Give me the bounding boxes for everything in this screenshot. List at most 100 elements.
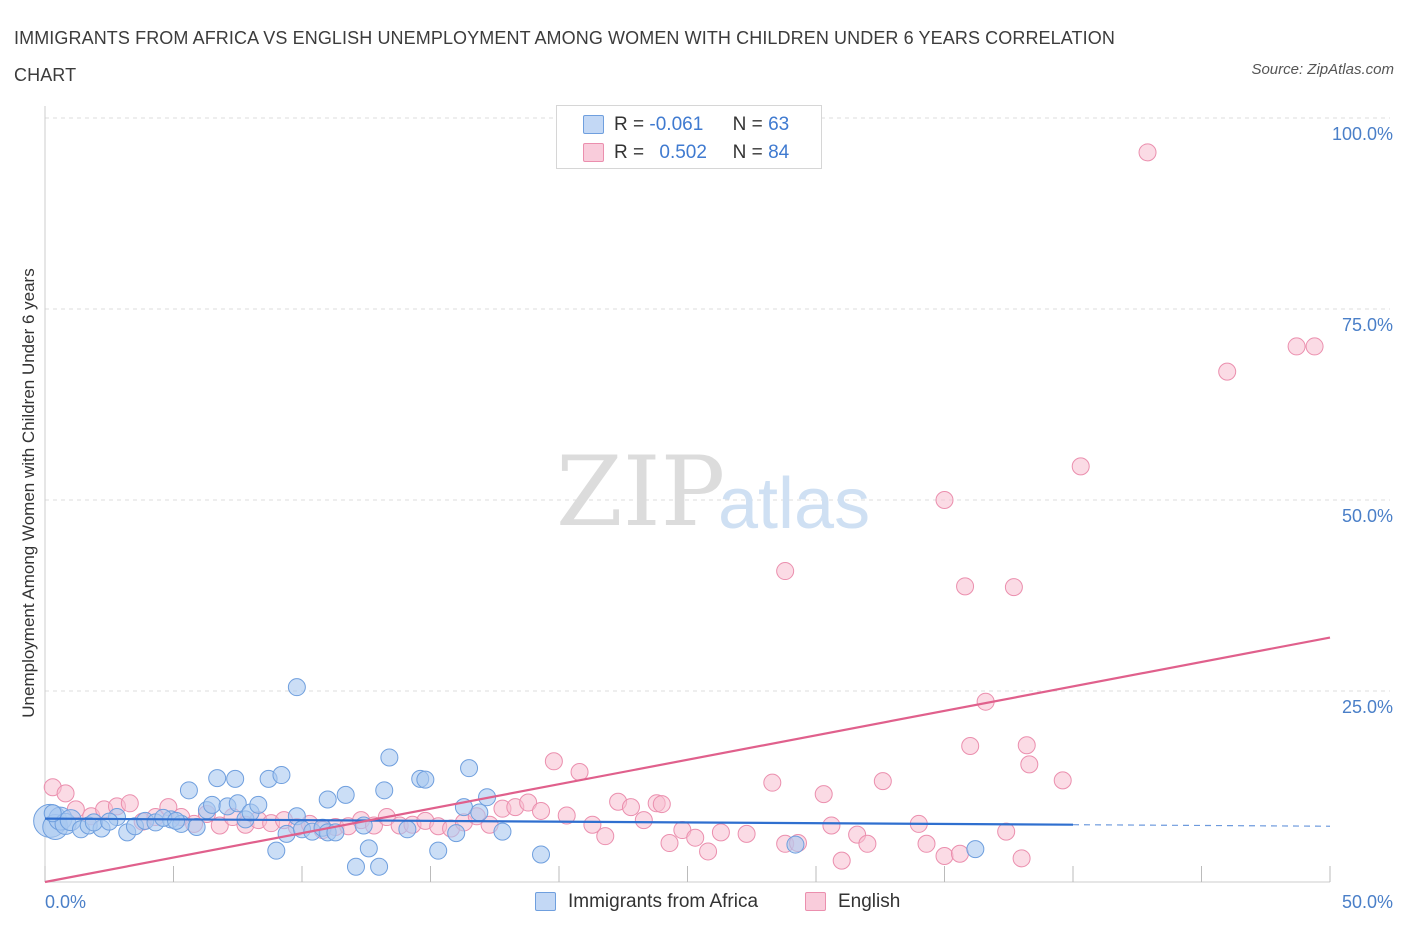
data-point-english bbox=[858, 834, 877, 853]
y-tick-label: 75.0% bbox=[1342, 315, 1393, 335]
stats-r-label: R = bbox=[614, 114, 645, 135]
data-point-english bbox=[1138, 143, 1157, 162]
data-point-immigrants bbox=[493, 822, 512, 841]
data-point-english bbox=[634, 811, 653, 830]
data-point-immigrants bbox=[208, 769, 227, 788]
data-point-english bbox=[596, 827, 615, 846]
stats-text-english: R = 0.502 N = 84 bbox=[614, 141, 789, 165]
data-point-english bbox=[935, 491, 954, 509]
stats-n-value: 63 bbox=[768, 114, 790, 135]
data-point-immigrants bbox=[460, 759, 479, 778]
series-immigrants-from-africa bbox=[33, 678, 985, 876]
stats-swatch-immigrants bbox=[583, 115, 604, 134]
watermark-atlas: atlas bbox=[718, 464, 870, 544]
data-point-english bbox=[737, 824, 756, 843]
trendline-immigrants-extension bbox=[1072, 824, 1331, 827]
data-point-immigrants bbox=[249, 795, 268, 814]
data-point-english bbox=[1071, 457, 1090, 476]
data-point-english bbox=[956, 577, 975, 596]
data-point-immigrants bbox=[398, 820, 417, 839]
data-point-immigrants bbox=[228, 794, 247, 813]
data-point-english bbox=[519, 793, 538, 812]
data-point-immigrants bbox=[470, 803, 489, 822]
legend-swatch-english bbox=[805, 892, 826, 911]
data-point-english bbox=[950, 844, 969, 863]
data-point-immigrants bbox=[532, 845, 551, 864]
data-point-english bbox=[997, 822, 1016, 841]
data-point-english bbox=[1017, 736, 1036, 755]
stats-swatch-english bbox=[583, 143, 604, 162]
data-point-english bbox=[120, 794, 139, 813]
trendline-english bbox=[44, 636, 1331, 884]
data-point-english bbox=[1012, 849, 1031, 868]
legend-label-english: English bbox=[838, 891, 901, 912]
stats-r-value: 0.502 bbox=[659, 142, 707, 163]
data-point-immigrants bbox=[966, 840, 985, 859]
data-point-english bbox=[814, 785, 833, 804]
y-tick-label: 50.0% bbox=[1342, 506, 1393, 526]
grid-lines bbox=[45, 117, 1390, 692]
data-point-immigrants bbox=[359, 839, 378, 858]
watermark-zip: ZIP bbox=[556, 436, 725, 548]
data-point-immigrants bbox=[167, 811, 186, 830]
data-point-english bbox=[873, 772, 892, 791]
axes bbox=[44, 106, 1331, 883]
y-tick-label: 25.0% bbox=[1342, 697, 1393, 717]
data-point-english bbox=[917, 834, 936, 853]
data-point-immigrants bbox=[272, 766, 291, 785]
data-point-immigrants bbox=[226, 769, 245, 788]
stats-r-label: R = bbox=[614, 142, 645, 163]
data-point-immigrants bbox=[380, 748, 399, 767]
data-point-immigrants bbox=[786, 835, 805, 854]
data-point-english bbox=[532, 801, 551, 820]
data-point-english bbox=[1305, 337, 1324, 356]
stats-text-immigrants: R = -0.061 N = 63 bbox=[614, 113, 789, 137]
data-point-english bbox=[711, 823, 730, 842]
y-tick-label: 100.0% bbox=[1332, 124, 1393, 144]
data-point-english bbox=[763, 773, 782, 792]
x-tick-label: 0.0% bbox=[45, 892, 86, 912]
chart-title: IMMIGRANTS FROM AFRICA VS ENGLISH UNEMPL… bbox=[14, 28, 1115, 85]
tick-labels: 100.0% 75.0% 50.0% 25.0% 0.0% 50.0% bbox=[45, 124, 1393, 912]
data-point-english bbox=[660, 834, 679, 853]
data-point-english bbox=[1218, 362, 1237, 381]
stats-box: R = -0.061 N = 63 R = 0.502 N = 84 bbox=[556, 105, 822, 169]
legend-swatch-immigrants bbox=[535, 892, 556, 911]
x-tick-label: 50.0% bbox=[1342, 892, 1393, 912]
data-point-english bbox=[935, 847, 954, 866]
source-label: Source: ZipAtlas.com bbox=[1251, 61, 1394, 78]
stats-n-label: N = bbox=[732, 114, 763, 135]
data-point-english bbox=[652, 795, 671, 814]
data-point-english bbox=[1287, 337, 1306, 356]
data-point-english bbox=[557, 806, 576, 825]
data-point-immigrants bbox=[375, 781, 394, 800]
data-point-immigrants bbox=[267, 841, 286, 860]
data-point-immigrants bbox=[447, 824, 466, 843]
data-point-immigrants bbox=[43, 804, 62, 823]
data-point-english bbox=[776, 562, 795, 581]
data-point-english bbox=[583, 815, 602, 834]
data-point-immigrants bbox=[203, 795, 222, 814]
data-point-immigrants bbox=[187, 817, 206, 836]
data-point-english bbox=[210, 816, 229, 835]
stats-r-value: -0.061 bbox=[649, 114, 704, 135]
data-point-english bbox=[56, 784, 75, 803]
data-point-immigrants bbox=[287, 678, 306, 697]
legend-label-immigrants: Immigrants from Africa bbox=[568, 891, 759, 912]
data-point-english bbox=[1053, 771, 1072, 790]
data-point-english bbox=[570, 762, 589, 781]
data-point-immigrants bbox=[84, 813, 103, 832]
data-point-immigrants bbox=[179, 781, 198, 800]
trend-lines bbox=[44, 636, 1331, 884]
stats-n-value: 84 bbox=[768, 142, 790, 163]
data-point-english bbox=[961, 737, 980, 756]
data-point-english bbox=[1004, 578, 1023, 597]
data-point-english bbox=[699, 842, 718, 861]
data-point-immigrants bbox=[429, 841, 448, 860]
data-point-english bbox=[1020, 755, 1039, 774]
data-point-immigrants bbox=[318, 790, 337, 809]
stats-n-label: N = bbox=[732, 142, 763, 163]
data-point-immigrants bbox=[336, 785, 355, 804]
data-point-english bbox=[822, 816, 841, 835]
